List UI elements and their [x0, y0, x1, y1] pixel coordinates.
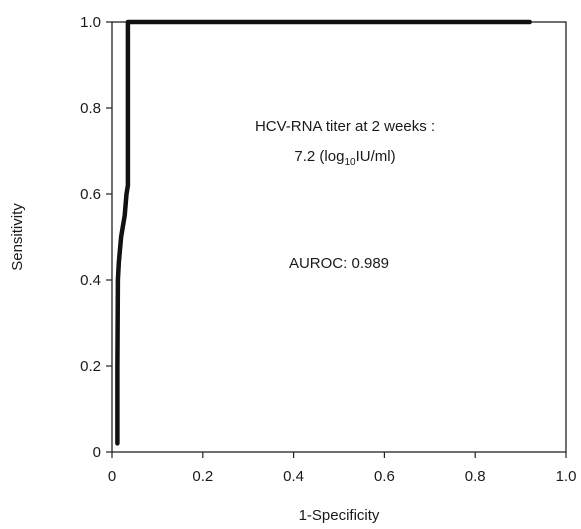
roc-curve: [115, 19, 532, 446]
plot-frame: [111, 21, 567, 453]
annotation-title: HCV-RNA titer at 2 weeks :: [255, 118, 435, 135]
x-axis-ticks: 0 0.2 0.4 0.6 0.8 1.0: [108, 452, 577, 485]
x-tick-label: 0.4: [283, 468, 304, 485]
y-tick-label: 0.6: [80, 186, 101, 203]
y-axis-label: Sensitivity: [9, 203, 26, 271]
y-tick-label: 0.2: [80, 358, 101, 375]
y-tick-label: 0.8: [80, 100, 101, 117]
y-tick-label: 1.0: [80, 14, 101, 31]
y-tick-label: 0: [93, 444, 101, 461]
annotation-threshold-sub: 10: [344, 157, 356, 168]
y-tick-label: 0.4: [80, 272, 101, 289]
annotation-threshold: 7.2 (log10IU/ml): [294, 148, 395, 168]
y-axis-ticks: 0 0.2 0.4 0.6 0.8 1.0: [80, 14, 112, 461]
auroc-annotation: AUROC: 0.989: [289, 255, 389, 272]
annotation-threshold-post: IU/ml): [356, 148, 396, 165]
x-tick-label: 0.2: [192, 468, 213, 485]
annotation-threshold-pre: 7.2 (log: [294, 148, 344, 165]
x-tick-label: 0: [108, 468, 116, 485]
x-tick-label: 0.6: [374, 468, 395, 485]
x-axis-label: 1-Specificity: [299, 507, 380, 524]
x-tick-label: 0.8: [465, 468, 486, 485]
x-tick-label: 1.0: [556, 468, 577, 485]
